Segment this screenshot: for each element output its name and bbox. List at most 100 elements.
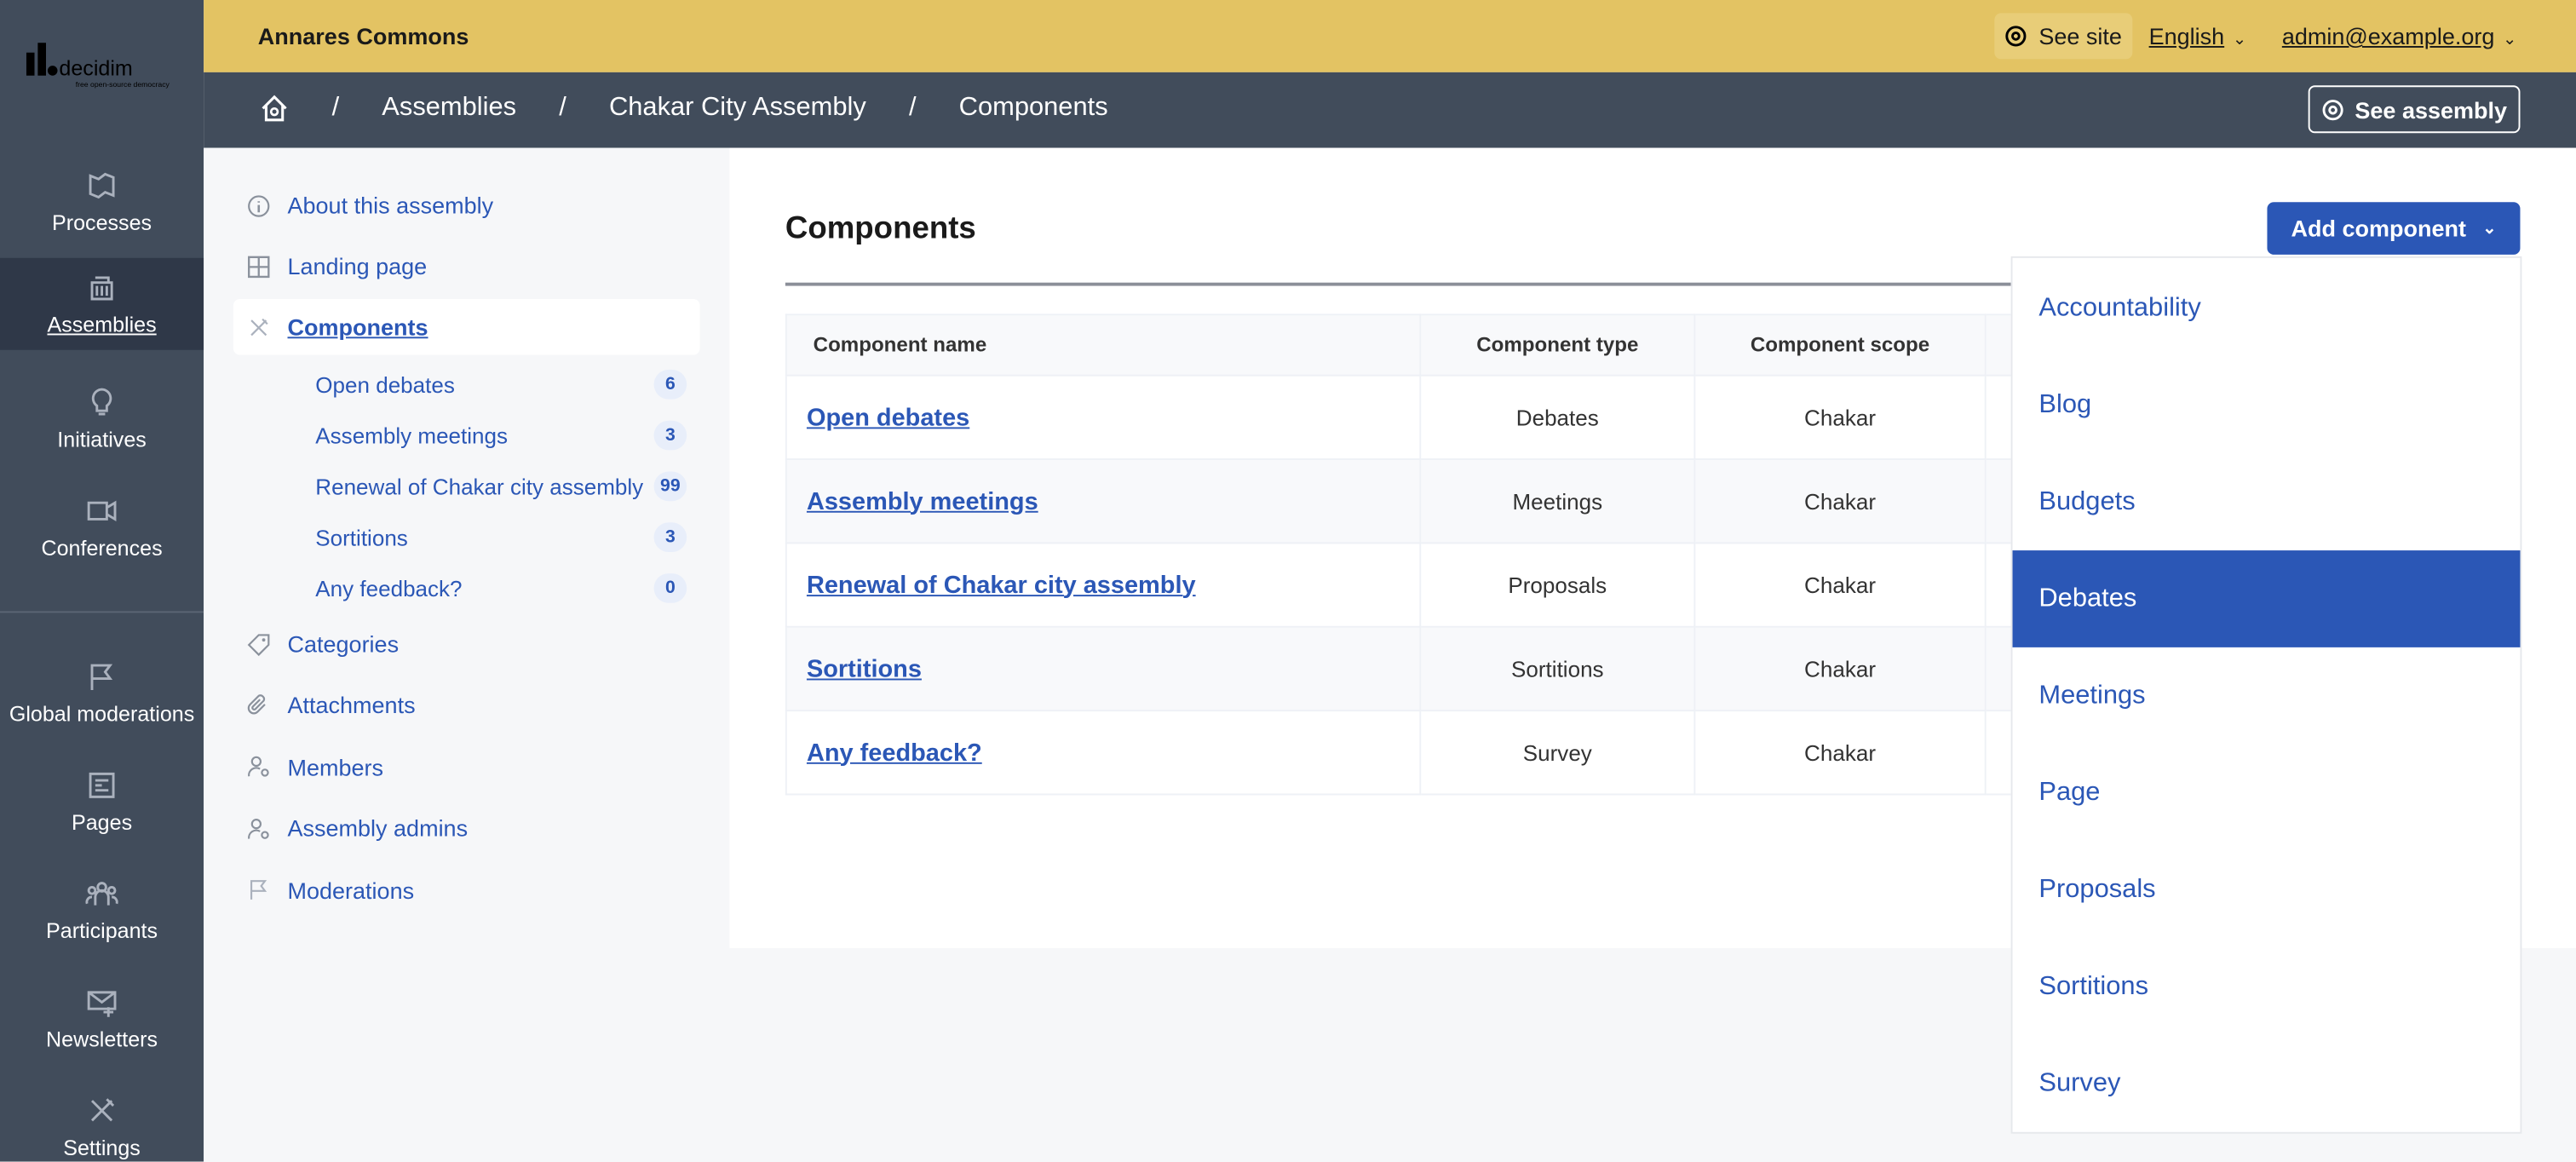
dropdown-item-proposals[interactable]: Proposals <box>2038 874 2156 903</box>
table-row: Renewal of Chakar city assembly Proposals… <box>785 542 2100 628</box>
cell-scope: Chakar <box>1693 542 1987 628</box>
count-badge: 3 <box>653 522 687 553</box>
user-menu[interactable]: admin@example.org ⌄ <box>2282 23 2516 49</box>
dropdown-item-budgets[interactable]: Budgets <box>2038 486 2136 515</box>
group-icon <box>85 882 118 906</box>
dropdown-item-debates[interactable]: Debates <box>2012 550 2521 647</box>
count-badge: 3 <box>653 420 687 451</box>
subnav-item-attachments[interactable]: Attachments <box>233 677 700 733</box>
tools-icon <box>90 1098 115 1122</box>
component-name-link[interactable]: Assembly meetings <box>806 486 1038 515</box>
breadcrumb-assembly[interactable]: Chakar City Assembly <box>608 93 866 122</box>
top-bar: Annares Commons See site English ⌄ admin@… <box>204 0 2576 72</box>
subnav-item-about-this-assembly[interactable]: About this assembly <box>233 177 700 233</box>
dropdown-item-blog[interactable]: Blog <box>2038 390 2092 418</box>
subnav-item-label: Landing page <box>287 253 428 279</box>
component-name-link[interactable]: Any feedback? <box>806 738 982 767</box>
sidebar-item-label: Assemblies <box>47 312 157 337</box>
component-link-label: Any feedback? <box>315 575 463 601</box>
cell-type: Proposals <box>1419 542 1696 628</box>
subnav-component-item[interactable]: Sortitions 3 <box>315 516 687 559</box>
sidebar-item-processes[interactable]: Processes <box>0 156 204 248</box>
dropdown-item-survey[interactable]: Survey <box>2038 1068 2121 1097</box>
table-row: Assembly meetings Meetings Chakar <box>785 458 2100 544</box>
component-name-link[interactable]: Open debates <box>806 403 970 432</box>
subnav-item-landing-page[interactable]: Landing page <box>233 239 700 295</box>
sidebar-item-settings[interactable]: Settings <box>0 1081 204 1162</box>
dropdown-item-meetings[interactable]: Meetings <box>2038 681 2146 710</box>
subnav-item-members[interactable]: Members <box>233 739 700 795</box>
cell-type: Debates <box>1419 374 1696 461</box>
subnav-component-item[interactable]: Any feedback? 0 <box>315 567 687 609</box>
breadcrumb-components[interactable]: Components <box>958 93 1108 122</box>
chevron-down-icon: ⌄ <box>2232 31 2246 49</box>
page-title: Components <box>785 211 976 247</box>
dropdown-item-page[interactable]: Page <box>2038 778 2101 806</box>
see-assembly-label: See assembly <box>2355 95 2508 123</box>
count-badge: 99 <box>653 471 687 502</box>
cell-scope: Chakar <box>1693 374 1987 461</box>
subnav-item-label: Components <box>287 314 428 341</box>
svg-text:decidim: decidim <box>59 57 132 81</box>
mail-icon <box>87 991 117 1017</box>
decidim-logo: decidim free open-source democracy <box>26 43 170 89</box>
sidebar-item-participants[interactable]: Participants <box>0 864 204 956</box>
user-settings-icon <box>248 818 269 839</box>
sidebar-item-label: Global moderations <box>9 701 195 727</box>
government-icon <box>90 276 113 301</box>
sidebar-item-label: Conferences <box>41 535 163 561</box>
sidebar-item-pages[interactable]: Pages <box>0 756 204 848</box>
component-name-link[interactable]: Sortitions <box>806 654 922 683</box>
sidebar-item-newsletters[interactable]: Newsletters <box>0 973 204 1065</box>
breadcrumb: / Assemblies / Chakar City Assembly / Co… <box>260 94 1108 124</box>
main-sidebar: decidim free open-source democracy Proce… <box>0 0 204 1162</box>
sidebar-item-assemblies[interactable]: Assemblies <box>0 257 204 350</box>
cell-name: Sortitions <box>785 625 1422 712</box>
component-name-link[interactable]: Renewal of Chakar city assembly <box>806 571 1196 599</box>
subnav-item-moderations[interactable]: Moderations <box>233 862 700 918</box>
user-settings-icon <box>248 756 269 778</box>
cell-name: Assembly meetings <box>785 458 1422 544</box>
see-assembly-button[interactable]: See assembly <box>2309 85 2521 134</box>
sidebar-item-initiatives[interactable]: Initiatives <box>0 373 204 465</box>
home-icon[interactable] <box>260 94 290 124</box>
component-link-label: Renewal of Chakar city assembly <box>315 474 644 499</box>
cell-type: Survey <box>1419 710 1696 796</box>
sidebar-item-label: Processes <box>52 210 152 235</box>
dropdown-item-accountability[interactable]: Accountability <box>2038 293 2201 322</box>
subnav-component-item[interactable]: Renewal of Chakar city assembly 99 <box>315 465 687 508</box>
breadcrumb-separator: / <box>331 93 340 122</box>
flag-icon <box>250 880 267 900</box>
sidebar-item-label: Newsletters <box>46 1027 158 1052</box>
count-badge: 0 <box>653 573 687 603</box>
breadcrumb-separator: / <box>908 93 917 122</box>
cell-name: Renewal of Chakar city assembly <box>785 542 1422 628</box>
attachment-icon <box>247 694 266 715</box>
table-row: Any feedback? Survey Chakar <box>785 710 2100 796</box>
subnav-item-label: Assembly admins <box>287 814 469 842</box>
subnav-item-components[interactable]: Components <box>233 299 700 355</box>
sidebar-item-conferences[interactable]: Conferences <box>0 481 204 573</box>
language-label: English <box>2148 23 2225 49</box>
map-icon <box>89 172 115 199</box>
breadcrumb-bar: / Assemblies / Chakar City Assembly / Co… <box>204 72 2576 148</box>
see-site-label: See site <box>2038 23 2122 49</box>
subnav-item-assembly-admins[interactable]: Assembly admins <box>233 801 700 857</box>
dropdown-item-sortitions[interactable]: Sortitions <box>2038 971 2149 1000</box>
add-component-label: Add component <box>2291 215 2466 242</box>
add-component-button[interactable]: Add component ⌄ <box>2267 202 2521 255</box>
eye-icon <box>2005 26 2027 47</box>
subnav-component-item[interactable]: Open debates 6 <box>315 363 687 406</box>
breadcrumb-assemblies[interactable]: Assemblies <box>382 93 517 122</box>
sidebar-item-global-moderations[interactable]: Global moderations <box>0 647 204 739</box>
subnav-item-categories[interactable]: Categories <box>233 616 700 672</box>
component-link-label: Open debates <box>315 371 455 397</box>
sidebar-item-label: Settings <box>63 1135 141 1160</box>
subnav-component-item[interactable]: Assembly meetings 3 <box>315 414 687 457</box>
lightbulb-icon <box>91 388 112 416</box>
see-site-button[interactable]: See site <box>1994 13 2132 60</box>
language-selector[interactable]: English ⌄ <box>2149 23 2246 49</box>
info-icon <box>248 194 270 216</box>
organization-name: Annares Commons <box>257 23 469 49</box>
component-link-label: Sortitions <box>315 525 408 550</box>
